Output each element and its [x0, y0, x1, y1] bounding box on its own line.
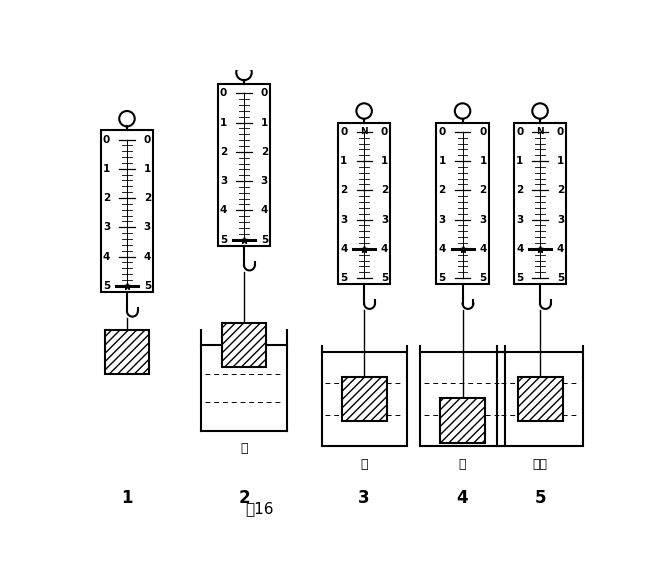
Bar [440, 398, 485, 443]
Text: 3: 3 [381, 215, 388, 225]
Text: 4: 4 [457, 488, 469, 507]
Text: 3: 3 [358, 488, 370, 507]
Text: 3: 3 [340, 215, 347, 225]
Text: 4: 4 [144, 252, 151, 261]
Text: 0: 0 [340, 127, 347, 137]
Text: 1: 1 [516, 156, 523, 166]
Text: 4: 4 [340, 244, 348, 254]
Text: 2: 2 [261, 147, 268, 157]
Text: 3: 3 [220, 176, 228, 186]
Text: 3: 3 [439, 215, 446, 225]
Bar [101, 130, 153, 292]
Text: 3: 3 [557, 215, 564, 225]
Text: 1: 1 [381, 156, 388, 166]
Text: 2: 2 [220, 147, 228, 157]
Text: 1: 1 [261, 118, 268, 128]
Text: 2: 2 [439, 185, 446, 195]
Text: 5: 5 [534, 488, 546, 507]
Text: N: N [360, 127, 368, 136]
Text: 1: 1 [557, 156, 564, 166]
Text: 2: 2 [340, 185, 347, 195]
Text: 2: 2 [516, 185, 523, 195]
Bar [342, 377, 387, 421]
Text: 0: 0 [103, 135, 111, 144]
Text: 5: 5 [261, 235, 268, 245]
Text: 1: 1 [220, 118, 228, 128]
Text: 4: 4 [103, 252, 111, 261]
Text: 3: 3 [144, 222, 151, 232]
Bar [105, 330, 150, 374]
Text: 5: 5 [439, 273, 446, 283]
Text: 1: 1 [121, 488, 133, 507]
Text: 5: 5 [340, 273, 347, 283]
Text: 1: 1 [439, 156, 446, 166]
Text: 盐水: 盐水 [532, 457, 547, 470]
Bar [218, 84, 270, 246]
Text: 水: 水 [240, 442, 248, 455]
Bar [514, 123, 566, 284]
Text: 2: 2 [479, 185, 487, 195]
Text: 1: 1 [479, 156, 487, 166]
Text: 2: 2 [557, 185, 564, 195]
Text: 3: 3 [516, 215, 523, 225]
Text: 4: 4 [556, 244, 564, 254]
Text: 0: 0 [381, 127, 388, 137]
Text: 4: 4 [220, 205, 228, 215]
Text: 4: 4 [516, 244, 523, 254]
Text: 5: 5 [381, 273, 388, 283]
Text: N: N [536, 127, 544, 136]
Text: 2: 2 [144, 193, 151, 203]
Text: 3: 3 [103, 222, 111, 232]
Text: 5: 5 [557, 273, 564, 283]
Text: 3: 3 [479, 215, 487, 225]
Text: 5: 5 [516, 273, 523, 283]
Text: 0: 0 [439, 127, 446, 137]
Text: 0: 0 [516, 127, 523, 137]
Text: 1: 1 [340, 156, 347, 166]
Text: 5: 5 [479, 273, 487, 283]
Text: 2: 2 [238, 488, 250, 507]
Text: 4: 4 [261, 205, 268, 215]
Text: 0: 0 [144, 135, 151, 144]
Text: 0: 0 [220, 88, 228, 98]
Text: 水: 水 [360, 457, 368, 470]
Bar [436, 123, 489, 284]
Text: 0: 0 [557, 127, 564, 137]
Text: 1: 1 [144, 164, 151, 174]
Text: 5: 5 [220, 235, 228, 245]
Text: 0: 0 [261, 88, 268, 98]
Bar [517, 377, 562, 421]
Text: 5: 5 [103, 281, 111, 291]
Text: 5: 5 [144, 281, 151, 291]
Text: 0: 0 [479, 127, 487, 137]
Text: 3: 3 [261, 176, 268, 186]
Text: 4: 4 [439, 244, 446, 254]
Bar [338, 123, 391, 284]
Text: 1: 1 [103, 164, 111, 174]
Bar [222, 323, 266, 367]
Text: 图16: 图16 [245, 501, 274, 517]
Text: 4: 4 [479, 244, 487, 254]
Text: 4: 4 [381, 244, 388, 254]
Text: 水: 水 [459, 457, 466, 470]
Text: 2: 2 [381, 185, 388, 195]
Text: 2: 2 [103, 193, 111, 203]
